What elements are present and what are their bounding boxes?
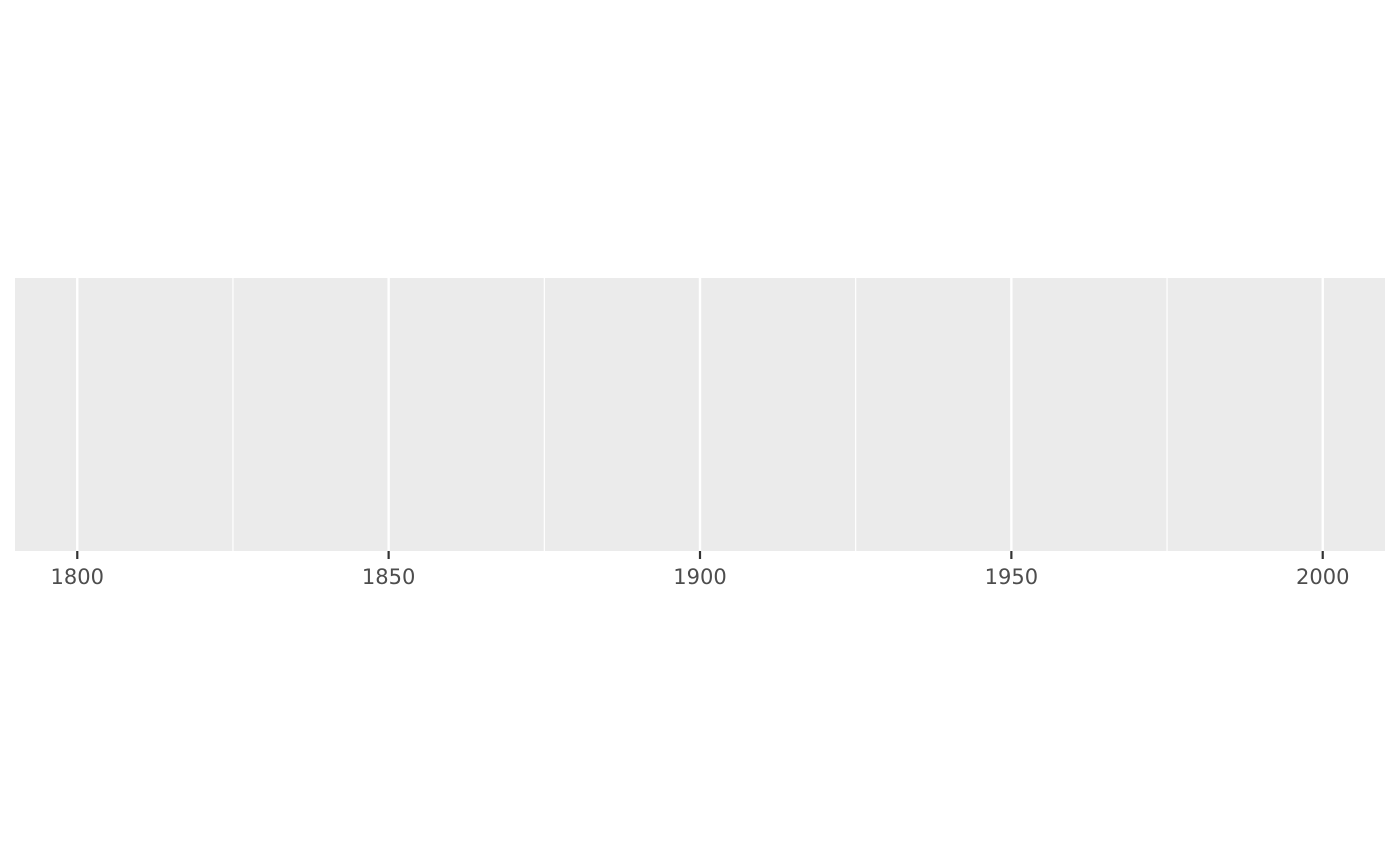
x-axis-ticks xyxy=(76,551,1324,559)
x-tick-label: 1950 xyxy=(985,565,1038,589)
x-tick-label: 1800 xyxy=(51,565,104,589)
x-tick-label: 1900 xyxy=(673,565,726,589)
x-axis-tick-labels: 1800 1850 1900 1950 2000 xyxy=(51,565,1350,589)
x-tick-label: 1850 xyxy=(362,565,415,589)
major-gridlines xyxy=(76,278,1324,551)
minor-gridlines xyxy=(232,278,1168,551)
x-tick-label: 2000 xyxy=(1296,565,1349,589)
